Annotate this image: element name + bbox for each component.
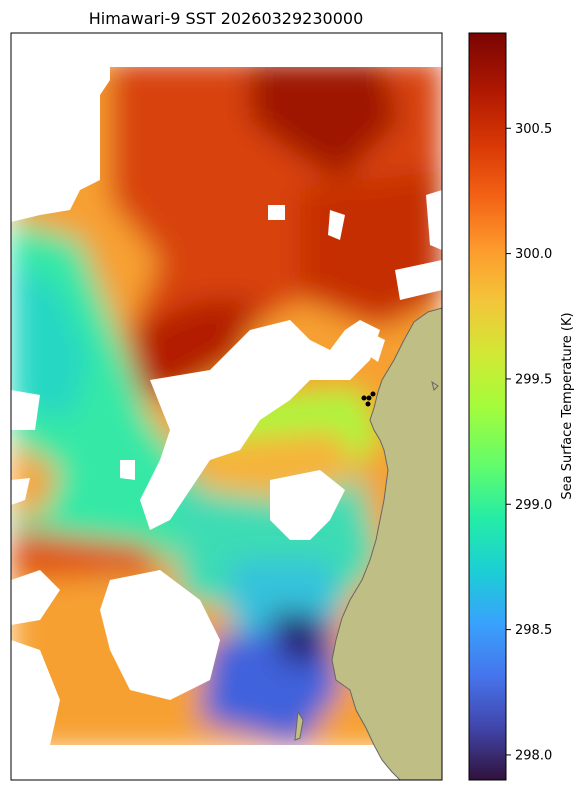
colorbar-tick-label: 299.0 <box>515 498 552 513</box>
marker-points <box>361 391 376 407</box>
island <box>294 710 304 741</box>
colorbar-tick-label: 299.5 <box>515 372 552 387</box>
map-frame <box>10 32 443 781</box>
colorbar-tick-label: 300.0 <box>515 247 552 262</box>
marker-point <box>361 395 367 401</box>
sst-map <box>11 33 442 780</box>
colorbar-gradient <box>468 32 507 781</box>
colorbar: 298.0 298.5 299.0 299.5 300.0 300.5 Sea Surfa… <box>468 32 575 781</box>
marker-point <box>366 395 372 401</box>
colorbar-ticks: 298.0 298.5 299.0 299.5 300.0 300.5 <box>506 122 552 763</box>
no-data-mask <box>11 33 442 780</box>
colorbar-tick-label: 300.5 <box>515 122 552 137</box>
marker-point <box>365 401 371 407</box>
colorbar-label: Sea Surface Temperature (K) <box>560 312 575 499</box>
colorbar-tick-label: 298.5 <box>515 623 552 638</box>
colorbar-tick-label: 298.0 <box>515 748 552 763</box>
chart-title: Himawari-9 SST 20260329230000 <box>89 9 364 28</box>
marker-point <box>370 391 376 397</box>
island-2 <box>431 380 439 391</box>
land-mass <box>331 307 442 780</box>
